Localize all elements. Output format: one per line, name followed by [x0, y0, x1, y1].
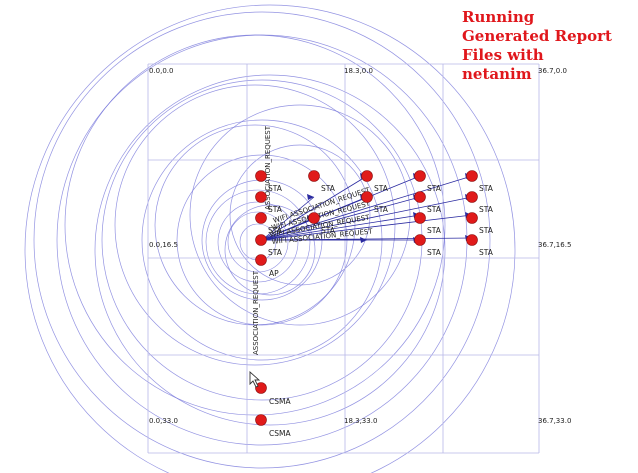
sta-label: STA — [427, 226, 442, 235]
sta-node — [255, 212, 267, 224]
packet-arrow — [261, 214, 473, 241]
coord-label-mr: 36.7,16.5 — [538, 241, 571, 249]
sta-node — [466, 170, 478, 182]
packet-arrow — [261, 175, 368, 241]
coord-label-br: 36.7,33.0 — [538, 417, 571, 425]
sta-node — [255, 234, 267, 246]
range-ring — [64, 34, 446, 416]
packet-arrow — [261, 175, 473, 241]
title-line-3: Files with — [462, 46, 544, 64]
csma-label: CSMA — [269, 397, 291, 406]
sta-label: STA — [268, 184, 283, 193]
grid-lines — [147, 63, 540, 454]
range-ring — [224, 204, 316, 296]
title-line-4: netanim — [462, 65, 532, 83]
video-title-overlay: Running Generated Report Files with neta… — [462, 8, 634, 84]
range-ring — [94, 74, 446, 426]
sta-label: STA — [479, 248, 494, 257]
ap-label: AP — [269, 269, 279, 278]
packet-arrowhead — [360, 237, 367, 243]
title-line-1: Running — [462, 8, 535, 26]
coord-label-bm: 18.3,33.0 — [344, 417, 377, 425]
sta-node — [308, 212, 320, 224]
packet-arrow — [261, 196, 315, 241]
sta-node — [308, 170, 320, 182]
sta-label: STA — [374, 184, 389, 193]
wireless-range-rings — [24, 4, 516, 473]
nodes: STA STA STA STA STA STA STA STA STA STA STA STA STA S… — [255, 170, 494, 438]
range-ring — [189, 104, 411, 326]
title-line-2: Generated Report — [462, 27, 612, 45]
coord-label-ml: 0.0,16.5 — [149, 241, 178, 249]
grid-coordinate-labels: 0.0,0.0 18.3,0.0 36.7,0.0 0.0,16.5 36.7,16.5… — [149, 67, 571, 425]
sta-label: STA — [479, 205, 494, 214]
sta-label: STA — [268, 226, 283, 235]
sta-node — [255, 191, 267, 203]
range-ring — [229, 144, 371, 286]
sta-label: STA — [427, 248, 442, 257]
csma-label: CSMA — [269, 429, 291, 438]
packet-arrow — [261, 214, 421, 241]
packet-label-vertical: ASSOCIATION_REQUEST — [252, 270, 260, 355]
coord-label-bl: 0.0,33.0 — [149, 417, 178, 425]
coord-label-tl: 0.0,0.0 — [149, 67, 174, 75]
sta-label: STA — [427, 205, 442, 214]
sta-label: STA — [321, 184, 336, 193]
sta-label: STA — [479, 184, 494, 193]
sta-node — [361, 170, 373, 182]
packet-label-vertical: ASSOCIATION_REQUEST — [264, 125, 272, 210]
sta-node — [414, 234, 426, 246]
sta-node — [466, 191, 478, 203]
sta-label: STA — [321, 226, 336, 235]
packet-arrowhead — [307, 194, 314, 200]
sta-label: STA — [479, 226, 494, 235]
coord-label-tr: 36.7,0.0 — [538, 67, 567, 75]
sta-label: STA — [374, 205, 389, 214]
sta-label: STA — [268, 205, 283, 214]
sta-node — [414, 212, 426, 224]
coord-label-tm: 18.3,0.0 — [344, 67, 373, 75]
range-ring — [205, 189, 311, 295]
range-ring — [227, 211, 289, 273]
ap-node — [255, 254, 267, 266]
csma-node — [255, 414, 267, 426]
sta-node — [466, 212, 478, 224]
sta-label: STA — [427, 184, 442, 193]
sta-node — [466, 234, 478, 246]
range-ring — [24, 4, 516, 473]
sta-node — [414, 191, 426, 203]
csma-node — [255, 382, 267, 394]
sta-node — [361, 191, 373, 203]
packet-arrow — [261, 196, 473, 241]
range-ring — [217, 201, 299, 283]
packet-arrow — [261, 217, 315, 241]
sta-node — [414, 170, 426, 182]
sta-label: STA — [268, 248, 283, 257]
sta-node — [255, 170, 267, 182]
mouse-cursor-icon — [249, 370, 261, 388]
range-ring — [114, 84, 396, 366]
packet-arrow — [261, 196, 421, 241]
range-ring — [33, 11, 491, 469]
